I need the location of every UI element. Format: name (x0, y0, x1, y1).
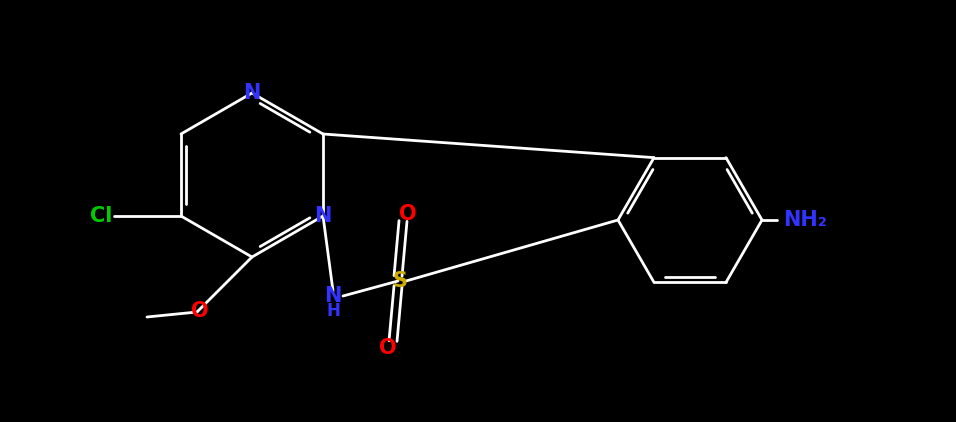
Text: O: O (191, 301, 208, 321)
Text: N: N (244, 83, 261, 103)
Text: O: O (380, 338, 397, 358)
Text: NH₂: NH₂ (783, 210, 827, 230)
Text: S: S (393, 271, 407, 291)
Text: N: N (315, 206, 332, 226)
Text: O: O (400, 204, 417, 224)
Text: H: H (326, 302, 340, 320)
Text: N: N (324, 286, 341, 306)
Text: Cl: Cl (90, 206, 112, 226)
